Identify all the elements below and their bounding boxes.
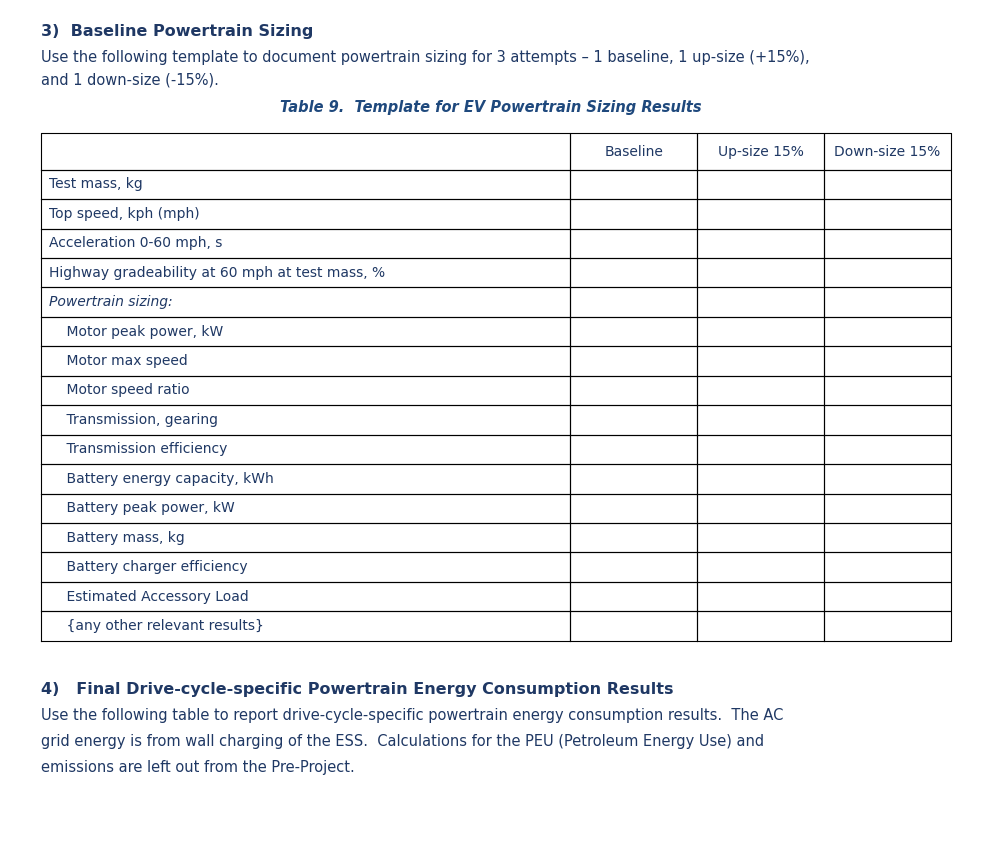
Text: Top speed, kph (mph): Top speed, kph (mph) bbox=[49, 207, 199, 220]
Text: Estimated Accessory Load: Estimated Accessory Load bbox=[49, 590, 248, 604]
Text: Acceleration 0-60 mph, s: Acceleration 0-60 mph, s bbox=[49, 236, 223, 251]
Text: Motor peak power, kW: Motor peak power, kW bbox=[49, 325, 223, 338]
Text: Battery energy capacity, kWh: Battery energy capacity, kWh bbox=[49, 472, 274, 486]
Text: Battery charger efficiency: Battery charger efficiency bbox=[49, 561, 247, 574]
Text: {any other relevant results}: {any other relevant results} bbox=[49, 619, 264, 633]
Text: Transmission efficiency: Transmission efficiency bbox=[49, 443, 228, 456]
Text: Transmission, gearing: Transmission, gearing bbox=[49, 413, 218, 427]
Text: Use the following template to document powertrain sizing for 3 attempts – 1 base: Use the following template to document p… bbox=[41, 50, 810, 65]
Text: and 1 down-size (-15%).: and 1 down-size (-15%). bbox=[41, 72, 219, 87]
Text: Baseline: Baseline bbox=[604, 145, 663, 158]
Text: Use the following table to report drive-cycle-specific powertrain energy consump: Use the following table to report drive-… bbox=[41, 708, 784, 723]
Text: 3)  Baseline Powertrain Sizing: 3) Baseline Powertrain Sizing bbox=[41, 24, 313, 39]
Text: emissions are left out from the Pre-Project.: emissions are left out from the Pre-Proj… bbox=[41, 759, 355, 775]
Text: Table 9.  Template for EV Powertrain Sizing Results: Table 9. Template for EV Powertrain Sizi… bbox=[280, 100, 702, 115]
Text: Motor max speed: Motor max speed bbox=[49, 354, 188, 368]
Text: grid energy is from wall charging of the ESS.  Calculations for the PEU (Petrole: grid energy is from wall charging of the… bbox=[41, 734, 764, 749]
Text: Up-size 15%: Up-size 15% bbox=[718, 145, 803, 158]
Text: Motor speed ratio: Motor speed ratio bbox=[49, 383, 190, 398]
Text: Battery mass, kg: Battery mass, kg bbox=[49, 530, 185, 545]
Text: Powertrain sizing:: Powertrain sizing: bbox=[49, 295, 173, 309]
Text: Battery peak power, kW: Battery peak power, kW bbox=[49, 501, 235, 515]
Text: 4)   Final Drive-cycle-specific Powertrain Energy Consumption Results: 4) Final Drive-cycle-specific Powertrain… bbox=[41, 682, 674, 697]
Text: Test mass, kg: Test mass, kg bbox=[49, 177, 142, 191]
Text: Down-size 15%: Down-size 15% bbox=[834, 145, 941, 158]
Text: Highway gradeability at 60 mph at test mass, %: Highway gradeability at 60 mph at test m… bbox=[49, 266, 385, 280]
